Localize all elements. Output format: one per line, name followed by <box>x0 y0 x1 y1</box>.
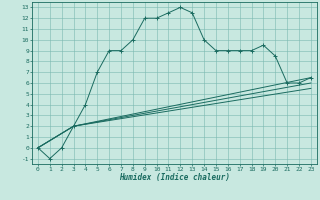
X-axis label: Humidex (Indice chaleur): Humidex (Indice chaleur) <box>119 173 230 182</box>
